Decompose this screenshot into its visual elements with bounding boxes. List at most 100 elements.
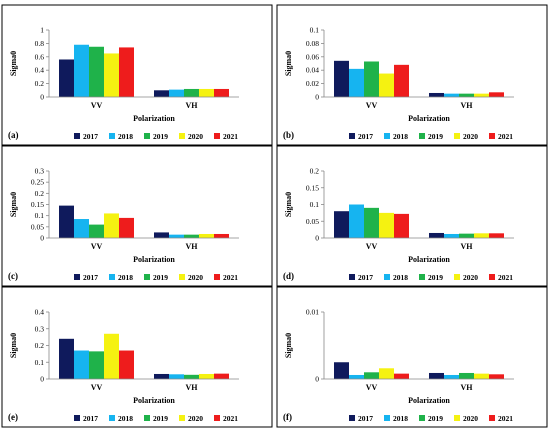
y-tick-label: 0.25	[31, 178, 44, 187]
bar-2021-VH	[489, 92, 504, 97]
bar-2019-VH	[459, 233, 474, 238]
y-tick-label: 0	[40, 375, 44, 384]
legend-swatch-2017	[349, 415, 355, 421]
bar-2021-VH	[214, 233, 229, 238]
bar-2017-VV	[334, 60, 349, 97]
legend-label-2018: 2018	[393, 414, 408, 423]
legend-swatch-2021	[214, 133, 220, 139]
panel-border	[276, 145, 548, 287]
x-tick-label: VV	[91, 383, 103, 392]
bar-2021-VH	[489, 374, 504, 379]
x-tick-label: VH	[186, 101, 199, 110]
bar-2021-VV	[119, 217, 134, 238]
y-axis-title: Sigma0	[9, 192, 18, 217]
bar-2020-VV	[379, 73, 394, 97]
x-axis-title: Polarization	[133, 396, 175, 405]
y-tick-label: 0.6	[35, 52, 45, 61]
legend-swatch-2017	[349, 133, 355, 139]
y-tick-label: 0.1	[310, 200, 320, 209]
bar-2020-VV	[379, 212, 394, 238]
legend-label-2021: 2021	[498, 414, 513, 423]
y-axis-title: Sigma0	[9, 51, 18, 76]
legend-label-2021: 2021	[223, 414, 238, 423]
bar-2021-VV	[394, 373, 409, 379]
legend-swatch-2021	[489, 415, 495, 421]
legend-swatch-2017	[74, 274, 80, 280]
bar-2021-VH	[214, 88, 229, 97]
legend-label-2021: 2021	[498, 273, 513, 282]
bar-2018-VV	[74, 219, 89, 238]
legend-swatch-2018	[109, 133, 115, 139]
y-tick-label: 0.2	[35, 341, 45, 350]
legend-swatch-2018	[109, 274, 115, 280]
legend-swatch-2018	[384, 274, 390, 280]
x-tick-label: VH	[186, 242, 199, 251]
bar-2020-VV	[104, 213, 119, 238]
legend-label-2018: 2018	[118, 414, 133, 423]
y-tick-label: 0.8	[35, 39, 45, 48]
legend-label-2017: 2017	[358, 273, 373, 282]
legend-label-2019: 2019	[428, 273, 443, 282]
legend-swatch-2019	[144, 415, 150, 421]
legend-swatch-2020	[179, 415, 185, 421]
bar-2019-VH	[184, 374, 199, 379]
bar-2018-VH	[169, 89, 184, 97]
y-tick-label: 0	[40, 93, 44, 102]
bar-2021-VH	[489, 233, 504, 238]
x-axis-title: Polarization	[408, 114, 450, 123]
legend-swatch-2020	[454, 133, 460, 139]
y-tick-label: 0.3	[35, 324, 45, 333]
bar-2021-VV	[119, 350, 134, 379]
legend-label-2019: 2019	[428, 132, 443, 141]
bar-2018-VV	[74, 44, 89, 97]
bar-2018-VV	[349, 374, 364, 379]
bar-2017-VV	[59, 338, 74, 379]
y-tick-label: 0.04	[306, 66, 319, 75]
bar-2019-VH	[184, 234, 199, 238]
legend-swatch-2020	[454, 415, 460, 421]
y-tick-label: 0.01	[306, 308, 319, 317]
chart-panel-1: 0 0.2 0.4 0.6 0.8 1 Sigma0 VV VH Polarization (a) 2…	[1, 4, 273, 146]
y-tick-label: 0.1	[310, 26, 320, 35]
y-tick-label: 0.02	[306, 79, 319, 88]
y-tick-label: 0.05	[31, 222, 44, 231]
x-tick-label: VV	[366, 383, 378, 392]
legend-swatch-2020	[454, 274, 460, 280]
bar-2019-VH	[459, 372, 474, 379]
bar-2017-VV	[59, 59, 74, 97]
bar-2019-VV	[364, 207, 379, 238]
bar-2020-VH	[474, 233, 489, 238]
chart-panel-5: 0 0.1 0.2 0.3 0.4 Sigma0 VV VH Polarization (e) 20…	[1, 286, 273, 428]
legend-swatch-2020	[179, 133, 185, 139]
panel-label: (d)	[283, 271, 294, 281]
panel-border	[276, 4, 548, 146]
legend-label-2019: 2019	[428, 414, 443, 423]
y-tick-label: 0	[315, 234, 319, 243]
legend-label-2019: 2019	[153, 414, 168, 423]
legend: 2017 2018 2019 2020 2021	[349, 132, 513, 141]
bar-2020-VV	[379, 368, 394, 379]
legend-swatch-2021	[489, 274, 495, 280]
legend-label-2017: 2017	[358, 132, 373, 141]
legend-label-2020: 2020	[188, 414, 203, 423]
bar-2017-VH	[154, 90, 169, 97]
panel-label: (a)	[8, 130, 19, 140]
bar-2019-VV	[89, 224, 104, 238]
y-tick-label: 0	[315, 375, 319, 384]
bar-2019-VV	[364, 372, 379, 379]
panel-border	[1, 4, 273, 146]
bar-2018-VH	[444, 374, 459, 379]
y-tick-label: 0.2	[35, 79, 45, 88]
y-tick-label: 0.1	[35, 358, 45, 367]
x-axis-title: Polarization	[133, 114, 175, 123]
legend-label-2020: 2020	[188, 273, 203, 282]
legend-label-2019: 2019	[153, 132, 168, 141]
panel-label: (b)	[283, 130, 294, 140]
legend-swatch-2017	[74, 415, 80, 421]
bar-2017-VH	[429, 232, 444, 238]
bar-2020-VH	[474, 373, 489, 379]
bar-2019-VV	[89, 46, 104, 97]
x-axis-title: Polarization	[408, 255, 450, 264]
bar-2019-VH	[459, 93, 474, 97]
